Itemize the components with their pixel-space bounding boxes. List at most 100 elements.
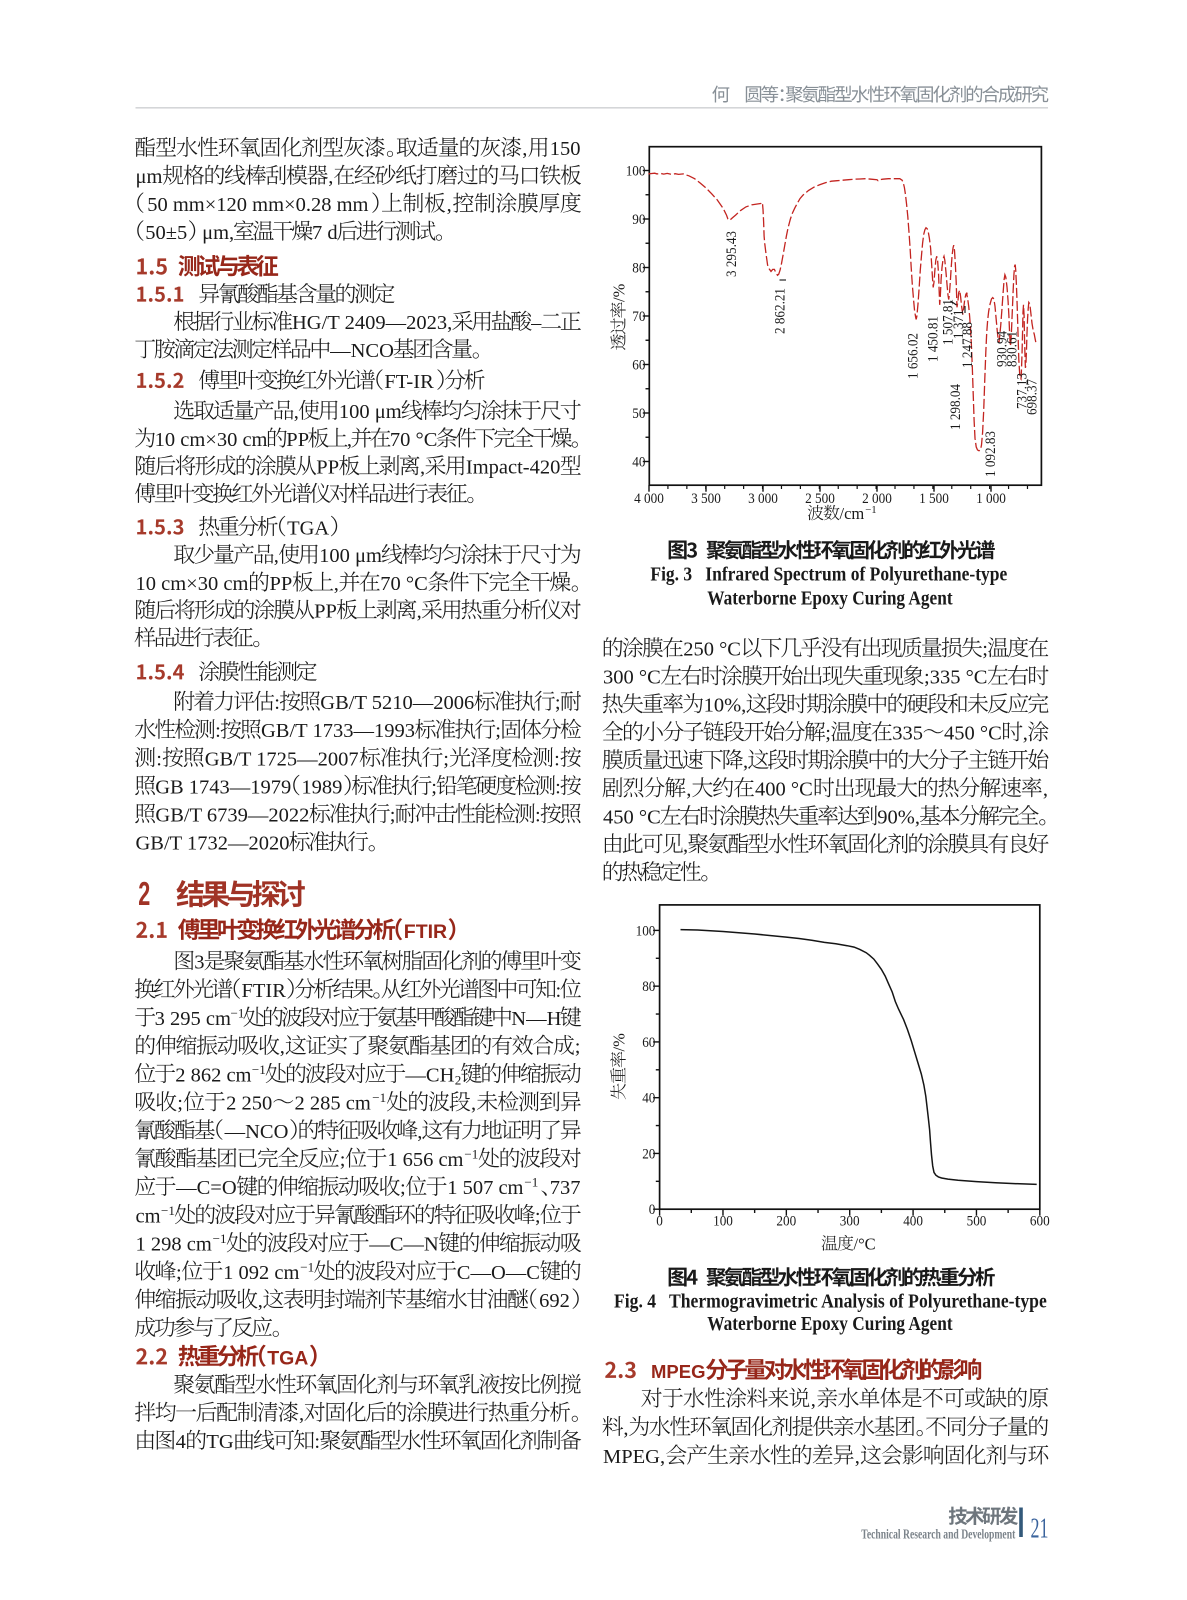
svg-text:GB/T 1733—1993: GB/T 1733—1993 xyxy=(261,720,415,742)
svg-text:100: 100 xyxy=(713,1213,733,1230)
svg-text:150: 150 xyxy=(550,138,581,160)
svg-text:;: ; xyxy=(400,1177,406,1199)
svg-text:2 250: 2 250 xyxy=(226,1093,272,1115)
svg-text:830.61: 830.61 xyxy=(1005,331,1021,367)
svg-text:4 000: 4 000 xyxy=(634,490,664,507)
svg-text:,: , xyxy=(280,1036,285,1058)
svg-text:GB 1743—1979: GB 1743—1979 xyxy=(155,776,291,798)
svg-text:−1: −1 xyxy=(524,1175,538,1190)
svg-text:100: 100 xyxy=(626,163,646,180)
svg-text:1 371: 1 371 xyxy=(951,309,967,339)
svg-text:3 295 cm: 3 295 cm xyxy=(155,1008,231,1030)
svg-text:;: ; xyxy=(535,1205,541,1227)
svg-text:,: , xyxy=(855,1446,860,1468)
svg-text:0: 0 xyxy=(656,1213,663,1230)
svg-text:100 μm: 100 μm xyxy=(339,401,402,423)
svg-text:MPEG,: MPEG, xyxy=(603,1446,665,1468)
svg-text:3 000: 3 000 xyxy=(748,490,778,507)
svg-text:930.94: 930.94 xyxy=(995,331,1011,367)
svg-text:;: ; xyxy=(443,748,449,770)
svg-text:PP: PP xyxy=(316,457,339,479)
svg-text:PP: PP xyxy=(270,573,293,595)
svg-text:TGA: TGA xyxy=(287,517,329,539)
svg-text:Waterborne Epoxy Curing Agent: Waterborne Epoxy Curing Agent xyxy=(707,588,953,609)
svg-text:4: 4 xyxy=(176,1431,186,1453)
svg-text:,: , xyxy=(447,194,452,216)
svg-text:TGA: TGA xyxy=(267,1347,308,1369)
svg-text:737.13: 737.13 xyxy=(1015,373,1031,409)
svg-text:90%,: 90%, xyxy=(877,807,920,829)
svg-text:60: 60 xyxy=(642,1034,656,1051)
svg-text:—C—N: —C—N xyxy=(368,1234,439,1256)
svg-text:,: , xyxy=(294,401,299,423)
svg-text:0: 0 xyxy=(649,1201,656,1218)
svg-text:400: 400 xyxy=(903,1213,923,1230)
svg-text:,: , xyxy=(258,1290,263,1312)
svg-text:300: 300 xyxy=(840,1213,860,1230)
svg-text:2: 2 xyxy=(455,1072,462,1087)
svg-text:/cm: /cm xyxy=(840,504,865,523)
svg-text::: : xyxy=(274,692,280,714)
svg-text:GB/T 1725—2007: GB/T 1725—2007 xyxy=(205,748,359,770)
svg-text:—CH: —CH xyxy=(404,1064,454,1086)
svg-text:1 450.81: 1 450.81 xyxy=(926,316,942,362)
svg-text:/%: /% xyxy=(610,1033,629,1052)
svg-text:–: – xyxy=(530,312,542,334)
svg-text:PP: PP xyxy=(286,429,309,451)
svg-text:1989: 1989 xyxy=(301,776,342,798)
svg-text:;: ; xyxy=(495,720,501,742)
svg-text:1 000: 1 000 xyxy=(976,490,1006,507)
svg-text::: : xyxy=(314,1431,320,1453)
svg-text:FTIR: FTIR xyxy=(404,921,447,943)
svg-text:40: 40 xyxy=(642,1090,656,1107)
svg-text:2 862.21: 2 862.21 xyxy=(773,288,789,334)
svg-text:1 298 cm: 1 298 cm xyxy=(136,1234,212,1256)
svg-text:335: 335 xyxy=(892,723,923,745)
svg-text:FTIR: FTIR xyxy=(242,980,287,1002)
svg-text:;: ; xyxy=(390,805,396,827)
svg-text:Waterborne Epoxy Curing Agent: Waterborne Epoxy Curing Agent xyxy=(707,1314,953,1335)
svg-text:60: 60 xyxy=(632,357,646,374)
svg-text::: : xyxy=(554,748,560,770)
svg-text:737: 737 xyxy=(550,1177,581,1199)
svg-text:7 d: 7 d xyxy=(312,222,338,244)
svg-text:250 °C: 250 °C xyxy=(683,639,741,661)
svg-text:,: , xyxy=(623,1417,628,1439)
svg-text:,: , xyxy=(420,457,425,479)
svg-text:GB/T 6739—2022: GB/T 6739—2022 xyxy=(155,805,309,827)
svg-text:,: , xyxy=(347,429,352,451)
svg-text:—NCO: —NCO xyxy=(329,340,394,362)
svg-text:90: 90 xyxy=(632,211,646,228)
svg-text::: : xyxy=(555,776,561,798)
svg-text:;: ; xyxy=(825,723,831,745)
svg-text:−1: −1 xyxy=(372,1090,386,1105)
svg-text:692: 692 xyxy=(539,1290,570,1312)
svg-text:,: , xyxy=(328,166,333,188)
svg-text:,: , xyxy=(811,1389,816,1411)
svg-text:;: ; xyxy=(431,776,437,798)
svg-text:70: 70 xyxy=(632,308,646,325)
svg-text:2: 2 xyxy=(138,875,150,912)
svg-text:,: , xyxy=(686,779,691,801)
svg-text:μm: μm xyxy=(136,166,163,188)
svg-text::: : xyxy=(215,720,221,742)
svg-text::: : xyxy=(156,748,162,770)
svg-text:3: 3 xyxy=(194,952,204,974)
svg-text:−1: −1 xyxy=(865,504,877,516)
svg-text::: : xyxy=(556,980,562,1002)
svg-text:21: 21 xyxy=(1031,1514,1049,1545)
svg-text:μm,: μm, xyxy=(197,222,234,244)
svg-text:70 °C: 70 °C xyxy=(380,573,428,595)
svg-text:80: 80 xyxy=(632,260,646,277)
svg-text:;: ; xyxy=(555,692,561,714)
svg-text:500: 500 xyxy=(967,1213,987,1230)
svg-text:Fig. 4 Thermogravimetric Ana: Fig. 4 Thermogravimetric Analysis of Pol… xyxy=(614,1291,1047,1312)
svg-text:1 500: 1 500 xyxy=(919,490,949,507)
svg-text:Impact-420: Impact-420 xyxy=(466,457,561,479)
svg-text:—C=O: —C=O xyxy=(175,1177,237,1199)
svg-text:80: 80 xyxy=(642,978,656,995)
svg-text:N—H: N—H xyxy=(511,1008,561,1030)
svg-text:1 092.83: 1 092.83 xyxy=(983,431,999,477)
svg-text:1 656.02: 1 656.02 xyxy=(906,333,922,379)
svg-text:,: , xyxy=(471,1093,476,1115)
